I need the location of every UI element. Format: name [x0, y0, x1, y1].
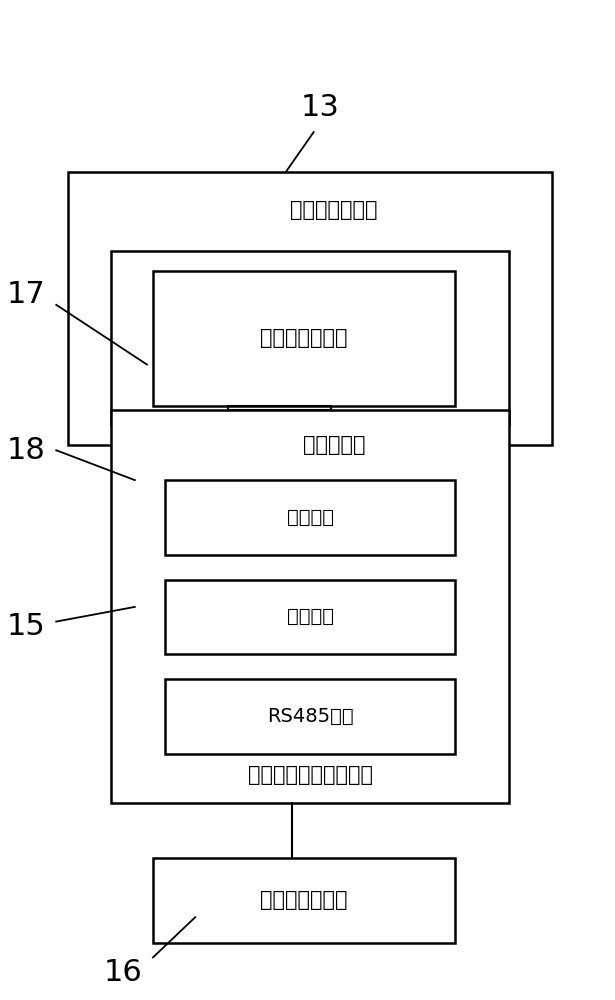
Bar: [153, 271, 455, 406]
Bar: [68, 172, 552, 445]
Text: 显示模块: 显示模块: [287, 508, 333, 527]
Text: 光纤温控仪: 光纤温控仪: [303, 435, 365, 455]
Text: 15: 15: [7, 612, 46, 641]
Text: 13: 13: [300, 93, 339, 122]
Bar: [111, 251, 509, 425]
Text: 18: 18: [7, 436, 46, 465]
Text: 16: 16: [103, 958, 142, 987]
Text: 主控计算机装置: 主控计算机装置: [260, 890, 347, 910]
Bar: [165, 480, 455, 555]
Text: 储存模块: 储存模块: [287, 607, 333, 626]
Text: 17: 17: [7, 280, 46, 309]
Bar: [165, 679, 455, 754]
Bar: [153, 858, 455, 943]
Bar: [165, 580, 455, 654]
Text: 荧光光纤在线测温装置: 荧光光纤在线测温装置: [248, 765, 373, 785]
Text: 变压器本体装置: 变压器本体装置: [290, 200, 378, 220]
Bar: [111, 410, 509, 803]
Text: 光纤温度传感器: 光纤温度传感器: [260, 328, 347, 348]
Text: RS485模块: RS485模块: [267, 707, 354, 726]
